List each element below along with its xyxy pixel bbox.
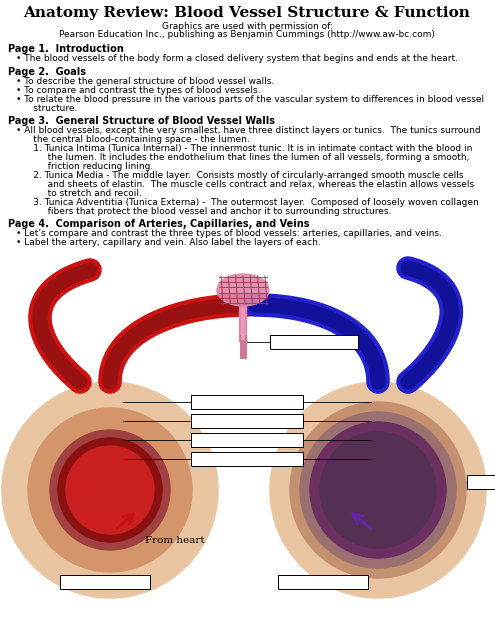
Bar — [191, 395, 303, 409]
Text: 2. Tunica Media - The middle layer.  Consists mostly of circularly-arranged smoo: 2. Tunica Media - The middle layer. Cons… — [16, 171, 463, 180]
Text: From heart: From heart — [145, 536, 204, 545]
Text: • To relate the blood pressure in the various parts of the vascular system to di: • To relate the blood pressure in the va… — [16, 95, 484, 104]
Bar — [278, 575, 368, 589]
Text: to stretch and recoil.: to stretch and recoil. — [16, 189, 142, 198]
Circle shape — [28, 408, 192, 572]
Ellipse shape — [217, 274, 269, 306]
Text: friction reducing lining.: friction reducing lining. — [16, 162, 153, 171]
Circle shape — [320, 432, 436, 548]
Circle shape — [58, 438, 162, 542]
Text: Page 1.  Introduction: Page 1. Introduction — [8, 44, 124, 54]
Text: structure.: structure. — [16, 104, 77, 113]
Circle shape — [50, 430, 170, 550]
Circle shape — [2, 382, 218, 598]
Circle shape — [310, 422, 446, 558]
Bar — [191, 433, 303, 447]
Circle shape — [270, 382, 486, 598]
Text: 1. Tunica Intima (Tunica Internal) - The innermost tunic. It is in intimate cont: 1. Tunica Intima (Tunica Internal) - The… — [16, 144, 472, 153]
Text: Page 3.  General Structure of Blood Vessel Walls: Page 3. General Structure of Blood Vesse… — [8, 116, 275, 126]
Text: • Let’s compare and contrast the three types of blood vessels: arteries, capilla: • Let’s compare and contrast the three t… — [16, 229, 442, 238]
Text: • To describe the general structure of blood vessel walls.: • To describe the general structure of b… — [16, 77, 274, 86]
Text: • All blood vessels, except the very smallest, have three distinct layers or tun: • All blood vessels, except the very sma… — [16, 126, 481, 135]
Text: fibers that protect the blood vessel and anchor it to surrounding structures.: fibers that protect the blood vessel and… — [16, 207, 392, 216]
Bar — [60, 575, 150, 589]
Bar — [467, 475, 495, 489]
Text: • The blood vessels of the body form a closed delivery system that begins and en: • The blood vessels of the body form a c… — [16, 54, 458, 63]
Text: • Label the artery, capillary and vein. Also label the layers of each.: • Label the artery, capillary and vein. … — [16, 238, 321, 247]
Text: 3. Tunica Adventitia (Tunica Externa) -  The outermost layer.  Composed of loose: 3. Tunica Adventitia (Tunica Externa) - … — [16, 198, 479, 207]
Text: Graphics are used with permission of:: Graphics are used with permission of: — [161, 22, 333, 31]
Text: To heart: To heart — [333, 536, 377, 545]
Text: and sheets of elastin.  The muscle cells contract and relax, whereas the elastin: and sheets of elastin. The muscle cells … — [16, 180, 474, 189]
Text: Page 2.  Goals: Page 2. Goals — [8, 67, 86, 77]
Bar — [191, 452, 303, 466]
Bar — [270, 335, 358, 349]
Bar — [191, 414, 303, 428]
Text: Anatomy Review: Blood Vessel Structure & Function: Anatomy Review: Blood Vessel Structure &… — [24, 6, 470, 20]
Circle shape — [300, 412, 456, 568]
Text: • To compare and contrast the types of blood vessels.: • To compare and contrast the types of b… — [16, 86, 260, 95]
Text: Page 4.  Comparison of Arteries, Capillaries, and Veins: Page 4. Comparison of Arteries, Capillar… — [8, 219, 309, 229]
Text: the lumen. It includes the endothelium that lines the lumen of all vessels, form: the lumen. It includes the endothelium t… — [16, 153, 469, 162]
Circle shape — [66, 446, 154, 534]
Text: Pearson Education Inc., publishing as Benjamin Cummings (http://www.aw-bc.com): Pearson Education Inc., publishing as Be… — [59, 30, 435, 39]
Circle shape — [290, 402, 466, 578]
Text: the central blood-containing space - the lumen.: the central blood-containing space - the… — [16, 135, 250, 144]
